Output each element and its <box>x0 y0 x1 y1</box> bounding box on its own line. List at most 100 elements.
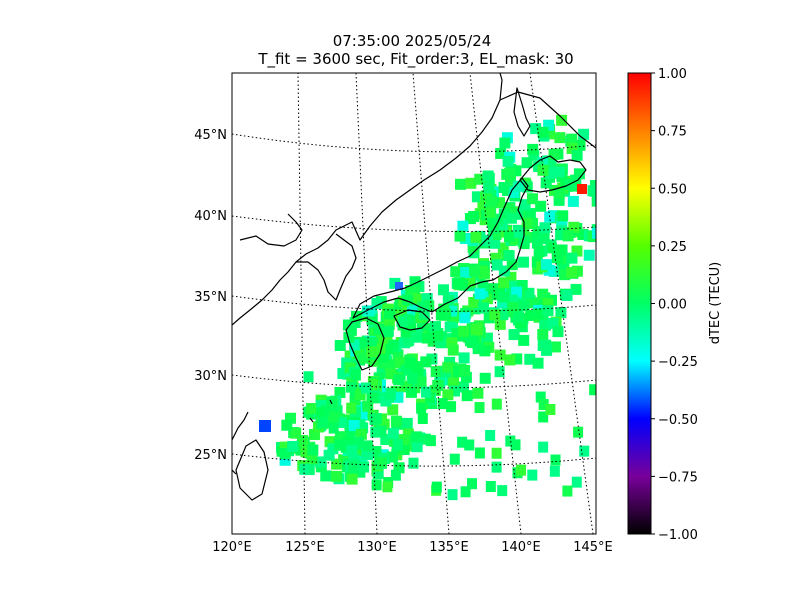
dtec-cell <box>498 277 510 289</box>
dtec-cell <box>464 439 475 451</box>
dtec-cell <box>527 143 539 155</box>
dtec-cell <box>327 443 339 455</box>
dtec-cell <box>474 288 486 300</box>
dtec-cell <box>533 308 545 320</box>
dtec-cell <box>547 317 559 329</box>
dtec-cell <box>354 389 366 401</box>
dtec-cell <box>478 268 490 280</box>
dtec-cell <box>382 343 394 355</box>
dtec-cell <box>538 398 549 410</box>
dtec-cell <box>511 353 523 365</box>
dtec-cell <box>405 357 417 369</box>
dtec-cell <box>281 419 293 431</box>
dtec-cell <box>430 366 441 378</box>
dtec-cell <box>365 337 377 349</box>
dtec-cell <box>362 448 374 460</box>
dtec-cell <box>415 376 427 388</box>
dtec-cell <box>382 481 393 493</box>
dtec-cell <box>344 350 356 362</box>
dtec-cell <box>352 436 364 448</box>
dtec-cell <box>573 168 585 180</box>
dtec-cell <box>279 441 291 453</box>
dtec-cell <box>373 323 385 335</box>
dtec-cell <box>370 426 381 438</box>
dtec-cell <box>367 355 379 367</box>
dtec-cell <box>505 271 517 283</box>
dtec-cell <box>387 404 399 416</box>
dtec-cell <box>502 155 514 167</box>
dtec-cell <box>343 331 355 343</box>
dtec-cell <box>460 371 472 383</box>
dtec-cell <box>543 264 555 276</box>
dtec-cell <box>393 374 405 386</box>
dtec-cell <box>348 420 360 432</box>
dtec-cell <box>538 441 549 453</box>
dtec-cell <box>384 388 396 400</box>
dtec-cell <box>345 381 357 393</box>
dtec-cell <box>531 237 543 249</box>
dtec-cell <box>290 427 302 439</box>
dtec-cell <box>562 230 574 242</box>
dtec-cell <box>481 293 493 305</box>
dtec-cell <box>435 337 447 349</box>
dtec-cell <box>464 276 476 288</box>
dtec-cell <box>449 453 460 465</box>
dtec-cell <box>385 368 397 380</box>
dtec-cell <box>346 375 358 387</box>
dtec-cell <box>479 345 491 357</box>
dtec-cell <box>446 337 458 349</box>
dtec-cell <box>381 336 393 348</box>
dtec-cell <box>593 194 596 206</box>
dtec-cell <box>486 196 498 208</box>
dtec-cell <box>458 352 470 364</box>
dtec-cell <box>432 330 444 342</box>
dtec-cell <box>559 269 571 281</box>
dtec-cell <box>494 349 506 361</box>
coast-shikoku <box>393 309 431 331</box>
dtec-cell <box>542 305 554 317</box>
lon-tick: 135°E <box>429 540 469 555</box>
graticule <box>232 73 596 534</box>
dtec-cell <box>334 339 346 351</box>
dtec-cell <box>416 319 428 331</box>
dtec-cell <box>303 371 314 383</box>
dtec-cell <box>539 222 551 234</box>
dtec-cell <box>571 476 582 488</box>
dtec-cell <box>508 329 520 341</box>
dtec-cell <box>474 447 485 459</box>
dtec-cell <box>503 250 515 262</box>
lon-tick-labels: 120°E 125°E 130°E 135°E 140°E 145°E <box>212 540 613 555</box>
dtec-cell <box>398 444 410 456</box>
dtec-cell <box>489 237 501 249</box>
dtec-cell <box>542 298 554 310</box>
graticule-line <box>297 73 306 534</box>
dtec-cell <box>490 228 502 240</box>
dtec-cell <box>556 114 568 126</box>
dtec-cell <box>337 367 349 379</box>
dtec-cell <box>383 359 395 371</box>
dtec-cell <box>410 431 422 443</box>
dtec-cell <box>381 326 393 338</box>
dtec-cell <box>537 288 549 300</box>
dtec-cell <box>518 300 530 312</box>
dtec-cell <box>425 435 436 447</box>
dtec-cell <box>472 387 484 399</box>
dtec-cell <box>571 149 583 161</box>
coast-taiwan <box>235 439 269 501</box>
dtec-cell <box>392 439 403 451</box>
dtec-cell <box>431 481 442 493</box>
dtec-cell <box>510 439 521 451</box>
dtec-cell <box>396 315 408 327</box>
dtec-cell <box>331 458 343 470</box>
dtec-cell <box>524 295 536 307</box>
map-frame <box>231 72 597 535</box>
dtec-cell <box>537 164 549 176</box>
dtec-cell <box>498 265 510 277</box>
dtec-cell <box>521 157 533 169</box>
dtec-cell <box>491 259 503 271</box>
dtec-cell <box>421 326 433 338</box>
dtec-cell <box>553 194 565 206</box>
dtec-cell <box>493 197 505 209</box>
dtec-cell <box>518 334 530 346</box>
dtec-cell <box>410 293 422 305</box>
